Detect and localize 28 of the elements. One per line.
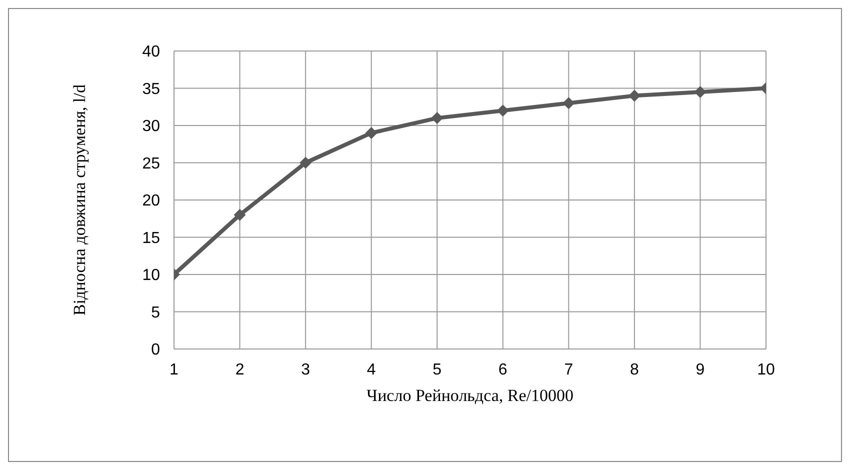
- y-tick-label: 40: [142, 44, 160, 61]
- y-axis-title: Відносна довжина струменя, l/d: [70, 84, 90, 316]
- x-tick-label: 9: [696, 361, 705, 378]
- point: [496, 104, 509, 117]
- point: [300, 156, 312, 169]
- point: [694, 86, 706, 98]
- y-tick-label: 30: [142, 118, 160, 136]
- x-tick-label: 8: [630, 361, 639, 378]
- x-tick-label: 1: [170, 361, 179, 378]
- x-tick-label: 2: [235, 361, 244, 378]
- x-tick-label: 5: [432, 361, 442, 378]
- x-tick-label: 3: [301, 361, 310, 378]
- y-tick-label: 5: [151, 304, 160, 322]
- y-tick-label: 0: [151, 342, 160, 359]
- point: [365, 126, 378, 139]
- x-axis-title: Число Рейнольдса, Re/10000: [366, 386, 574, 405]
- y-tick-label: 25: [142, 155, 160, 172]
- x-tick-label: 4: [366, 361, 376, 378]
- y-tick-label: 35: [142, 80, 160, 98]
- point: [234, 208, 246, 221]
- y-tick-label: 10: [142, 267, 160, 284]
- x-tick-label: 6: [498, 361, 508, 378]
- point: [628, 90, 640, 102]
- x-tick-label: 10: [757, 361, 775, 378]
- x-tick-label: 7: [564, 361, 574, 378]
- y-tick-label: 20: [142, 192, 160, 210]
- y-tick-label: 15: [142, 230, 160, 247]
- point: [562, 97, 575, 110]
